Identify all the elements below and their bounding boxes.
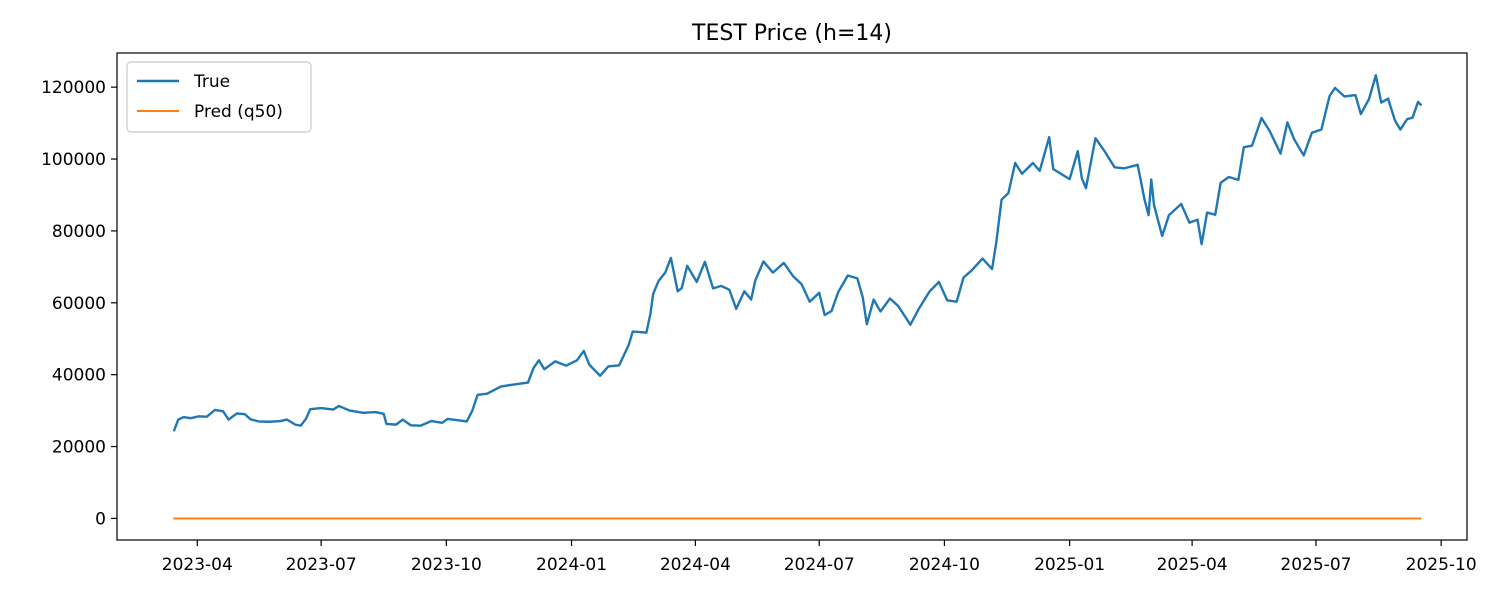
series-line-true <box>172 74 1422 432</box>
y-tick-label: 80000 <box>52 222 106 242</box>
x-tick-label: 2023-04 <box>162 555 233 575</box>
legend: True Pred (q50) <box>126 61 312 133</box>
x-tick-label: 2024-10 <box>909 555 980 575</box>
x-tick-label: 2025-10 <box>1406 555 1477 575</box>
x-tick-label: 2025-01 <box>1034 555 1105 575</box>
y-tick-label: 0 <box>95 509 106 529</box>
plot-area <box>172 74 1422 520</box>
legend-label: True <box>193 72 230 92</box>
chart-title: TEST Price (h=14) <box>691 21 892 46</box>
y-tick-label: 100000 <box>41 150 106 170</box>
y-tick-label: 60000 <box>52 294 106 314</box>
y-tick-label: 20000 <box>52 438 106 458</box>
axes: 0 20000 40000 60000 80000 100000 120000 2023-04… <box>41 78 1477 575</box>
x-tick-label: 2024-01 <box>536 555 607 575</box>
legend-label: Pred (q50) <box>194 102 283 122</box>
x-tick-label: 2025-04 <box>1157 555 1228 575</box>
x-tick-label: 2024-07 <box>784 555 855 575</box>
y-tick-label: 40000 <box>52 366 106 386</box>
legend-box <box>126 61 312 133</box>
y-tick-label: 120000 <box>41 78 106 98</box>
axes-frame <box>116 52 1468 541</box>
x-tick-label: 2024-04 <box>660 555 731 575</box>
x-tick-label: 2025-07 <box>1280 555 1351 575</box>
x-tick-label: 2023-07 <box>286 555 357 575</box>
x-tick-label: 2023-10 <box>411 555 482 575</box>
